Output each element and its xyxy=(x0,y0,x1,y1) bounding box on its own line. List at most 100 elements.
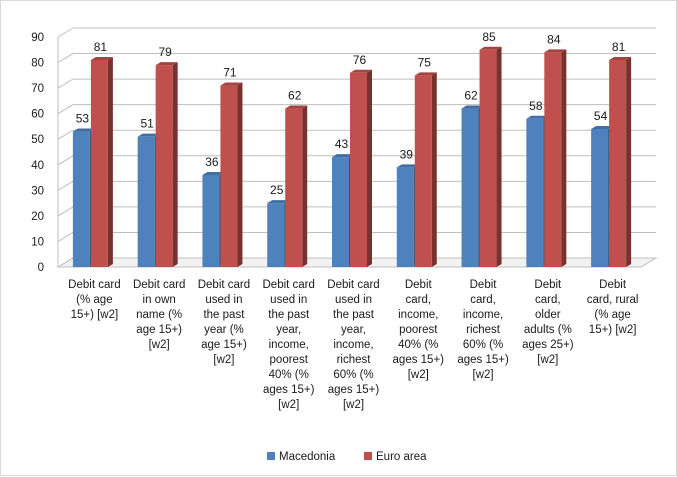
y-tick-label: 90 xyxy=(31,32,44,44)
x-tick-label-line: age 15+) xyxy=(136,324,182,336)
bar xyxy=(202,175,220,267)
bar xyxy=(396,167,414,267)
bar xyxy=(155,65,173,267)
bar-top xyxy=(396,164,419,168)
data-label: 25 xyxy=(270,183,284,197)
x-tick-label-line: [w2] xyxy=(213,354,234,366)
x-tick-label-line: ages 25+) xyxy=(522,339,574,351)
bar xyxy=(526,118,544,268)
legend-label: Euro area xyxy=(376,451,427,463)
bar xyxy=(591,129,609,267)
x-tick-label: Debit card (% age 15+) [w2] xyxy=(68,279,120,321)
x-tick-label-line: income, xyxy=(269,339,309,351)
bar-side xyxy=(561,49,567,268)
y-tick-label: 20 xyxy=(31,211,44,223)
bar xyxy=(90,60,108,267)
x-tick-label-line: name (% xyxy=(136,309,182,321)
x-tick-label-line: (% age xyxy=(594,309,630,321)
bar-side xyxy=(302,105,308,267)
x-tick-label-line: 15+) [w2] xyxy=(71,309,119,321)
bar-top xyxy=(479,46,502,50)
bar xyxy=(285,108,303,267)
x-tick-label-line: Debit card xyxy=(133,279,185,291)
bar xyxy=(350,72,367,268)
bar-top xyxy=(137,133,160,137)
x-tick-label-line: age 15+) xyxy=(201,339,247,351)
x-tick-label: Debit card used in the past year, income, poo… xyxy=(263,279,315,411)
bar xyxy=(461,108,479,267)
y-tick-label: 70 xyxy=(31,83,44,95)
x-tick-label-line: year, xyxy=(341,324,366,336)
data-label: 39 xyxy=(400,147,414,161)
bar-top xyxy=(220,82,243,86)
bar-side xyxy=(237,82,243,267)
data-label: 62 xyxy=(288,89,302,103)
data-label: 75 xyxy=(418,55,432,69)
x-tick-label-line: richest xyxy=(337,354,372,366)
x-tick-label-line: 15+) [w2] xyxy=(589,324,637,336)
data-label: 54 xyxy=(594,109,608,123)
bar-side xyxy=(626,57,632,267)
x-tick-label-line: used in xyxy=(335,294,372,306)
data-label: 84 xyxy=(547,32,561,46)
x-tick-label-line: poorest xyxy=(270,354,309,366)
x-tick-label-line: ages 15+) xyxy=(263,384,315,396)
bar-top xyxy=(90,57,113,60)
bar-top xyxy=(332,154,354,158)
gridline xyxy=(57,78,656,89)
x-tick-label: Debit card used in the past year, income, ric… xyxy=(327,279,379,411)
y-tick-label: 80 xyxy=(31,58,44,70)
bar-top xyxy=(609,57,632,60)
x-tick-label-line: 60% (% xyxy=(333,369,373,381)
bar xyxy=(220,85,238,267)
data-label: 71 xyxy=(223,66,237,80)
bar xyxy=(137,136,155,267)
x-tick-label-line: card, rural xyxy=(587,294,639,306)
x-tick-label-line: 40% (% xyxy=(269,369,309,381)
y-tick-label: 0 xyxy=(38,262,44,274)
bar-top xyxy=(202,172,225,175)
bar-side xyxy=(172,62,178,267)
gridline xyxy=(57,53,656,63)
x-tick-label-line: year (% xyxy=(204,324,244,336)
x-tick-label: Debit card, older adults (% ages 25+) [w2] xyxy=(522,279,574,366)
x-tick-label-line: [w2] xyxy=(278,399,299,411)
x-tick-label-line: ages 15+) xyxy=(328,384,380,396)
x-tick-label-line: Debit card xyxy=(263,279,315,291)
x-tick-label-line: Debit card xyxy=(68,279,120,291)
bar xyxy=(479,49,497,268)
x-tick-label: Debit card, rural (% age 15+) [w2] xyxy=(587,279,639,336)
x-tick-label: Debit card, income, poorest 40% (% ages 15+) [… xyxy=(393,279,445,381)
x-tick-label-line: adults (% xyxy=(524,324,572,336)
bar-side xyxy=(107,57,113,267)
x-tick-label-line: the past xyxy=(203,309,245,321)
y-tick-label: 50 xyxy=(31,134,44,146)
x-tick-label-line: used in xyxy=(270,294,307,306)
x-tick-label-line: 40% (% xyxy=(398,339,438,351)
x-tick-label-line: the past xyxy=(333,309,375,321)
bar xyxy=(267,203,285,267)
bar xyxy=(72,131,90,267)
x-tick-label-line: in own xyxy=(143,294,176,306)
legend-label: Macedonia xyxy=(279,451,336,463)
data-label: 85 xyxy=(482,30,496,44)
x-tick-label: Debit card used in the past year (% age 15+)… xyxy=(198,279,250,366)
bar-side xyxy=(367,69,372,268)
x-tick-label-line: the past xyxy=(268,309,310,321)
data-label: 36 xyxy=(205,155,219,169)
x-tick-label-line: Debit xyxy=(470,279,498,291)
y-tick-label: 60 xyxy=(31,109,44,121)
x-tick-label-line: [w2] xyxy=(149,339,170,351)
bar-top xyxy=(544,49,567,53)
data-label: 76 xyxy=(353,53,367,67)
data-label: 81 xyxy=(94,40,108,54)
x-tick-label: Debit card, income, richest 60% (% ages 15+) [… xyxy=(457,279,509,381)
data-label: 51 xyxy=(140,117,154,131)
x-tick-label-line: used in xyxy=(205,294,242,306)
x-tick-label-line: older xyxy=(535,309,561,321)
x-tick-label-line: richest xyxy=(466,324,501,336)
bar-side xyxy=(431,72,437,267)
data-label: 81 xyxy=(612,40,626,54)
x-tick-label-line: income, xyxy=(463,309,503,321)
